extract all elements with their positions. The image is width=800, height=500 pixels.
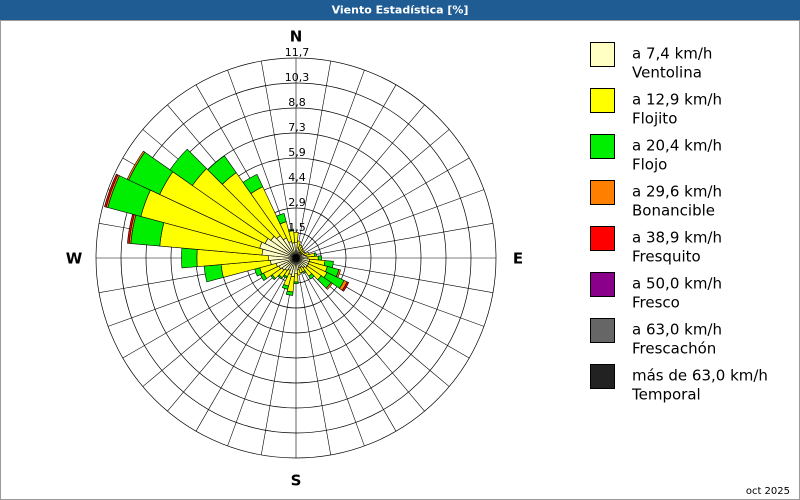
legend-range: a 63,0 km/h — [632, 321, 722, 339]
legend-swatch — [590, 134, 615, 159]
direction-label: N — [290, 28, 303, 46]
petal-segment — [207, 155, 237, 185]
legend-swatch — [590, 272, 615, 297]
petal-segment — [288, 228, 294, 232]
petal-segment — [317, 255, 322, 261]
ring-label: 8,8 — [288, 96, 306, 109]
legend-name: Frescachón — [632, 340, 716, 358]
grid-ring — [120, 82, 472, 434]
petal-segment — [276, 213, 287, 225]
legend-range: a 7,4 km/h — [632, 45, 712, 63]
ring-label: 1,5 — [288, 221, 306, 234]
legend-swatch — [590, 180, 615, 205]
direction-label: W — [66, 250, 83, 268]
petal-segment — [169, 148, 207, 186]
petal-segment — [325, 282, 333, 290]
grid-ring — [170, 132, 422, 384]
legend-name: Bonancible — [632, 202, 715, 220]
petal-segment — [285, 290, 294, 296]
petal-segment — [181, 247, 198, 269]
petal-segment — [293, 281, 299, 284]
petal-segment — [313, 252, 317, 257]
ring-label: 4,4 — [288, 171, 306, 184]
legend-range: más de 63,0 km/h — [632, 367, 768, 385]
direction-label: S — [291, 472, 302, 490]
legend-swatch — [590, 42, 615, 67]
ring-label: 7,3 — [288, 121, 306, 134]
grid-ring — [95, 57, 497, 459]
ring-label: 11,7 — [285, 46, 310, 59]
grid-ring — [145, 107, 447, 409]
ring-label: 2,9 — [288, 196, 306, 209]
legend-range: a 38,9 km/h — [632, 229, 722, 247]
petal-segment — [126, 150, 146, 181]
legend-range: a 12,9 km/h — [632, 91, 722, 109]
legend-name: Flojo — [632, 156, 667, 174]
legend-swatch — [590, 88, 615, 113]
petal-segment — [341, 281, 350, 292]
ring-label: 5,9 — [288, 146, 306, 159]
petal-segment — [281, 283, 289, 290]
legend-swatch — [590, 318, 615, 343]
petal-segment — [104, 173, 119, 208]
legend-name: Fresco — [632, 294, 680, 312]
legend-name: Ventolina — [632, 64, 702, 82]
legend-range: a 50,0 km/h — [632, 275, 722, 293]
legend-swatch — [590, 364, 615, 389]
title-bar — [0, 0, 800, 20]
ring-label: 10,3 — [285, 71, 310, 84]
legend-range: a 29,6 km/h — [632, 183, 722, 201]
legend-swatch — [590, 226, 615, 251]
legend-name: Fresquito — [632, 248, 701, 266]
petal-segment — [308, 273, 315, 280]
direction-label: E — [513, 250, 523, 268]
chart-title: Viento Estadística [%] — [332, 4, 469, 17]
footer: oct 2025 — [746, 486, 790, 497]
legend-name: Flojito — [632, 110, 677, 128]
petal-segment — [242, 173, 264, 195]
legend-range: a 20,4 km/h — [632, 137, 722, 155]
legend-name: Temporal — [631, 386, 701, 404]
